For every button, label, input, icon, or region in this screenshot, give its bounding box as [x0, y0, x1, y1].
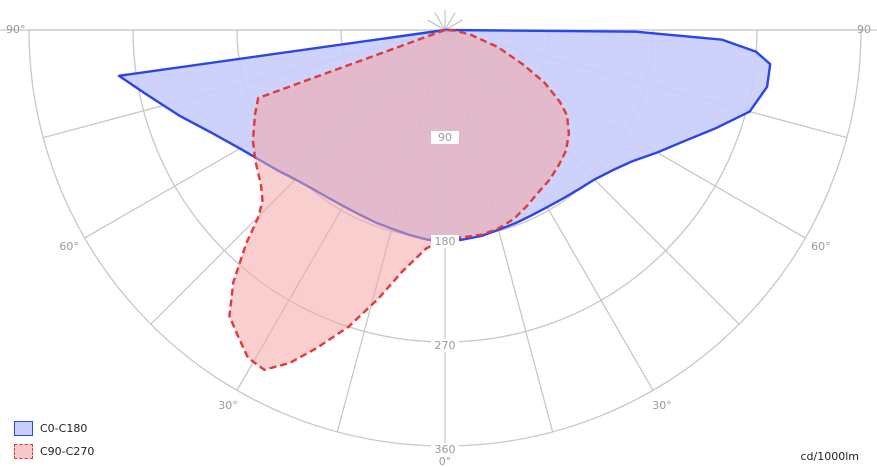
angle-label: 30°	[218, 399, 238, 412]
legend-item-c90-c270: C90-C270	[14, 441, 94, 461]
legend: C0-C180 C90-C270	[14, 418, 94, 464]
ring-label-270: 270	[431, 339, 459, 352]
legend-swatch-c0-c180	[14, 420, 33, 436]
origin-ray	[444, 19, 463, 31]
origin-ray	[434, 12, 446, 31]
ring-label-360: 360	[431, 443, 459, 456]
svg-text:270: 270	[435, 339, 456, 352]
angle-label: 30°	[652, 399, 672, 412]
angle-label: 90	[857, 23, 871, 36]
ring-label-90: 90	[431, 131, 459, 144]
legend-swatch-c90-c270	[14, 443, 33, 459]
angle-label: 0°	[439, 455, 452, 467]
svg-text:90: 90	[438, 131, 452, 144]
origin-ray	[427, 19, 446, 31]
svg-text:180: 180	[435, 235, 456, 248]
legend-item-c0-c180: C0-C180	[14, 418, 94, 438]
angle-label: 90°	[6, 23, 26, 36]
svg-text:360: 360	[435, 443, 456, 456]
label-layer: 90 180 270 360 90° 90 60° 60° 30° 30° 0°	[6, 23, 871, 467]
origin-ray	[444, 12, 456, 31]
legend-label-c90-c270: C90-C270	[40, 444, 95, 458]
ring-label-180: 180	[431, 235, 459, 248]
unit-label: cd/1000lm	[800, 450, 859, 463]
series-curve-c90-c270	[228, 28, 571, 371]
angle-label: 60°	[59, 240, 79, 253]
legend-label-c0-c180: C0-C180	[40, 421, 88, 435]
angle-label: 60°	[811, 240, 831, 253]
